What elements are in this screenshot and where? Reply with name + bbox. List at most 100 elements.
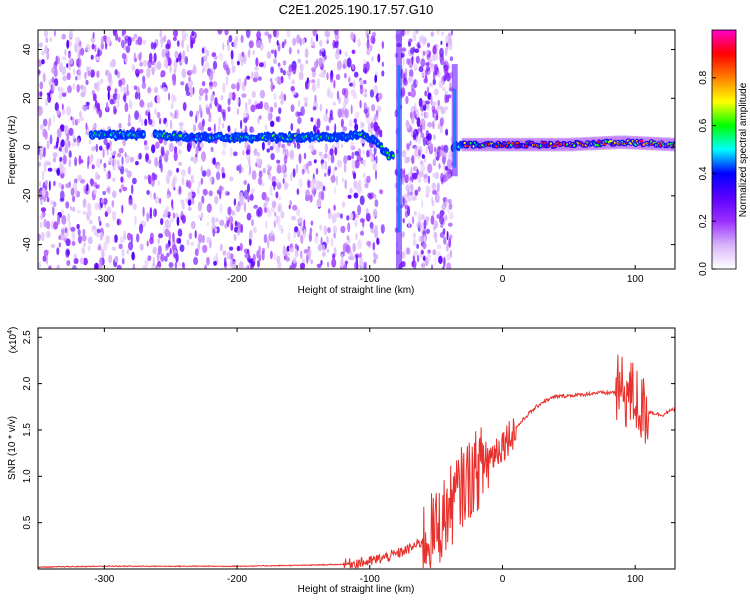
spectrogram-noise-speckle xyxy=(47,93,52,104)
spectrogram-noise-speckle xyxy=(363,79,367,85)
spectrogram-noise-speckle xyxy=(446,253,451,261)
spectrogram-noise-speckle xyxy=(213,260,218,266)
spectrogram-noise-speckle xyxy=(94,262,99,269)
spectrogram-noise-speckle xyxy=(233,198,237,206)
spectrogram-noise-speckle xyxy=(350,256,356,261)
spectrogram-noise-speckle xyxy=(357,204,362,216)
spectrogram-noise-speckle xyxy=(56,128,62,138)
spectrogram-noise-speckle xyxy=(153,209,156,216)
spectrogram-noise-speckle xyxy=(440,144,444,151)
spectrogram-noise-speckle xyxy=(131,251,135,261)
spectrogram-y-tick-label: 0 xyxy=(22,144,33,150)
spectrogram-noise-speckle xyxy=(371,56,374,62)
spectrogram-noise-speckle xyxy=(419,160,424,166)
spectrogram-noise-speckle xyxy=(370,155,374,163)
spectrogram-noise-speckle xyxy=(190,221,196,229)
spectrogram-noise-speckle xyxy=(275,191,279,199)
spectrogram-noise-speckle xyxy=(381,61,385,67)
spectrogram-noise-speckle xyxy=(188,69,194,74)
spectrogram-noise-speckle xyxy=(47,122,50,131)
spectrogram-noise-speckle xyxy=(374,225,378,231)
spectrogram-noise-speckle xyxy=(449,56,453,62)
spectrogram-noise-speckle xyxy=(405,184,410,192)
spectrogram-noise-speckle xyxy=(441,31,444,37)
spectrogram-noise-speckle xyxy=(38,161,41,167)
spectrogram-noise-speckle xyxy=(39,180,42,187)
spectrogram-noise-speckle xyxy=(352,242,357,253)
spectrogram-noise-speckle xyxy=(204,264,207,269)
spectrogram-noise-speckle xyxy=(264,124,268,131)
spectrogram-noise-speckle xyxy=(65,183,71,189)
spectrogram-noise-speckle xyxy=(297,58,302,64)
spectrogram-noise-speckle xyxy=(202,118,205,127)
spectrogram-noise-speckle xyxy=(87,155,90,166)
spectrogram-noise-speckle xyxy=(324,160,327,171)
spectrogram-noise-speckle xyxy=(91,146,96,152)
spectrogram-noise-speckle xyxy=(369,89,375,98)
spectrogram-noise-speckle xyxy=(266,210,272,218)
spectrogram-noise-speckle xyxy=(311,83,317,92)
spectrogram-noise-speckle xyxy=(329,109,334,117)
spectrogram-noise-speckle xyxy=(142,39,147,45)
spectrogram-noise-speckle xyxy=(372,163,377,171)
spectrogram-noise-speckle xyxy=(160,146,165,157)
spectrogram-noise-speckle xyxy=(233,211,237,217)
spectrogram-noise-speckle xyxy=(429,143,434,151)
spectrogram-noise-speckle xyxy=(46,51,50,61)
spectrogram-noise-speckle xyxy=(87,236,93,245)
spectrogram-noise-speckle xyxy=(252,77,258,83)
spectrogram-noise-speckle xyxy=(166,205,169,211)
spectrogram-noise-speckle xyxy=(154,108,157,116)
spectrogram-noise-speckle xyxy=(252,226,257,234)
spectrogram-noise-speckle xyxy=(159,30,163,38)
spectrogram-noise-speckle xyxy=(432,249,437,256)
spectrogram-noise-speckle xyxy=(353,71,359,78)
spectrogram-noise-speckle xyxy=(431,54,436,62)
spectrogram-noise-speckle xyxy=(126,84,129,93)
spectrogram-noise-speckle xyxy=(245,264,249,269)
spectrogram-noise-speckle xyxy=(61,33,66,40)
spectrogram-noise-speckle xyxy=(95,56,100,61)
spectrogram-noise-speckle xyxy=(339,213,343,219)
spectrogram-noise-speckle xyxy=(254,66,259,71)
spectrogram-noise-speckle xyxy=(294,249,299,258)
spectrogram-noise-speckle xyxy=(222,250,227,256)
spectrogram-noise-speckle xyxy=(112,93,118,100)
spectrogram-noise-speckle xyxy=(197,214,202,219)
spectrogram-noise-speckle xyxy=(426,133,432,141)
spectrogram-noise-speckle xyxy=(369,221,374,229)
spectrogram-noise-speckle xyxy=(256,40,262,48)
spectrogram-noise-speckle xyxy=(407,172,411,177)
spectrogram-noise-speckle xyxy=(445,128,449,136)
spectrogram-noise-speckle xyxy=(432,120,435,130)
spectrogram-noise-speckle xyxy=(139,99,144,108)
spectrogram-noise-speckle xyxy=(66,39,70,49)
spectrogram-noise-speckle xyxy=(49,36,53,43)
spectrogram-noise-speckle xyxy=(432,189,437,195)
spectrogram-noise-speckle xyxy=(190,175,194,180)
colorbar-tick-label: 0.8 xyxy=(698,70,709,84)
spectrogram-noise-speckle xyxy=(248,258,253,264)
spectrogram-noise-speckle xyxy=(165,59,168,70)
snr-x-tick-label: 0 xyxy=(500,574,506,585)
spectrogram-noise-speckle xyxy=(118,38,121,43)
spectrogram-noise-speckle xyxy=(212,228,216,237)
spectrogram-noise-speckle xyxy=(439,210,445,216)
spectrogram-noise-speckle xyxy=(187,191,193,200)
spectrogram-noise-speckle xyxy=(119,236,125,244)
spectrogram-noise-speckle xyxy=(132,203,137,210)
spectrogram-noise-speckle xyxy=(237,221,241,228)
spectrogram-noise-speckle xyxy=(206,107,211,115)
spectrogram-noise-speckle xyxy=(45,230,51,238)
spectrogram-noise-speckle xyxy=(436,44,439,51)
spectrogram-y-tick-label: -20 xyxy=(22,188,33,203)
spectrogram-noise-speckle xyxy=(103,241,108,251)
spectrogram-noise-speckle xyxy=(179,244,185,252)
spectrogram-noise-speckle xyxy=(344,72,347,79)
spectrogram-noise-speckle xyxy=(273,58,277,65)
spectrogram-noise-speckle xyxy=(308,232,313,242)
spectrogram-noise-speckle xyxy=(409,191,413,196)
spectrogram-noise-speckle xyxy=(219,219,225,226)
spectrogram-noise-speckle xyxy=(225,75,229,86)
spectrogram-noise-speckle xyxy=(215,217,219,223)
